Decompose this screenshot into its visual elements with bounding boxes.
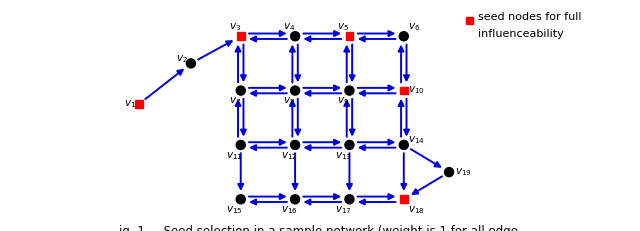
Text: $v_{8}$: $v_{8}$ <box>283 96 295 107</box>
Circle shape <box>345 86 354 95</box>
Text: $v_{14}$: $v_{14}$ <box>408 134 425 146</box>
Text: $v_{9}$: $v_{9}$ <box>337 96 349 107</box>
Text: influenceability: influenceability <box>477 29 563 39</box>
Text: $v_{10}$: $v_{10}$ <box>408 85 425 97</box>
Circle shape <box>399 140 408 149</box>
Text: $v_{15}$: $v_{15}$ <box>227 204 243 216</box>
Text: $v_{7}$: $v_{7}$ <box>228 96 241 107</box>
Bar <box>346 32 353 40</box>
Text: $v_{12}$: $v_{12}$ <box>280 150 297 162</box>
Text: seed nodes for full: seed nodes for full <box>477 12 581 22</box>
Circle shape <box>236 86 245 95</box>
Bar <box>135 100 143 108</box>
Text: $v_{3}$: $v_{3}$ <box>228 21 241 33</box>
Circle shape <box>236 140 245 149</box>
Circle shape <box>345 140 354 149</box>
Bar <box>400 87 408 94</box>
Circle shape <box>291 140 300 149</box>
Text: $v_{2}$: $v_{2}$ <box>177 53 188 65</box>
Text: ig. 1.    Seed selection in a sample network (weight is 1 for all edge: ig. 1. Seed selection in a sample networ… <box>119 225 518 231</box>
Text: $v_{1}$: $v_{1}$ <box>124 98 136 110</box>
Text: $v_{13}$: $v_{13}$ <box>335 150 352 162</box>
Text: $v_{18}$: $v_{18}$ <box>408 204 425 216</box>
Text: $v_{17}$: $v_{17}$ <box>335 204 352 216</box>
Text: $v_{5}$: $v_{5}$ <box>337 21 349 33</box>
Circle shape <box>445 167 454 177</box>
Circle shape <box>291 86 300 95</box>
Circle shape <box>291 32 300 41</box>
Text: $v_{6}$: $v_{6}$ <box>408 21 420 33</box>
Circle shape <box>236 195 245 204</box>
Bar <box>466 17 474 24</box>
Text: $v_{11}$: $v_{11}$ <box>227 150 243 162</box>
Text: $v_{4}$: $v_{4}$ <box>283 21 295 33</box>
Circle shape <box>186 59 195 68</box>
Circle shape <box>291 195 300 204</box>
Circle shape <box>345 195 354 204</box>
Text: $v_{19}$: $v_{19}$ <box>454 166 472 178</box>
Bar <box>237 32 244 40</box>
Circle shape <box>399 32 408 41</box>
Bar <box>400 195 408 203</box>
Text: $v_{16}$: $v_{16}$ <box>280 204 298 216</box>
